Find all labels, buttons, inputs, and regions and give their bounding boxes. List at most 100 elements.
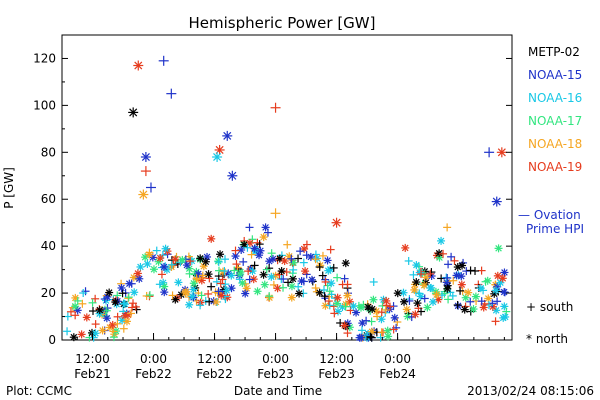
south-point — [296, 247, 305, 256]
north-point — [265, 257, 274, 266]
south-point — [157, 270, 166, 279]
x-tick-date: Feb21 — [74, 367, 111, 381]
south-point — [447, 252, 456, 261]
north-point — [130, 288, 139, 297]
south-point — [140, 166, 151, 177]
legend-noaa-15: NOAA-15 — [528, 68, 582, 82]
north-point — [382, 296, 391, 305]
north-point — [259, 270, 268, 279]
north-marker-legend: * north — [526, 332, 568, 346]
south-point — [367, 333, 376, 342]
south-point — [325, 301, 334, 310]
north-point — [340, 321, 349, 330]
south-point — [444, 260, 453, 269]
north-point — [289, 258, 298, 267]
south-point — [502, 307, 511, 316]
south-point — [318, 251, 327, 260]
south-point — [405, 296, 414, 305]
south-point — [491, 317, 500, 326]
south-point — [230, 266, 239, 275]
south-point — [201, 296, 210, 305]
north-point — [496, 147, 507, 158]
south-point — [186, 257, 195, 266]
north-point — [133, 60, 144, 71]
south-point — [493, 297, 502, 306]
north-point — [216, 250, 225, 259]
north-point — [260, 280, 269, 289]
north-point — [222, 130, 233, 141]
south-point — [444, 295, 453, 304]
north-point — [432, 290, 441, 299]
x-tick-time: 12:00 — [319, 352, 354, 366]
south-point — [145, 291, 154, 300]
north-point — [136, 262, 145, 271]
north-point — [178, 255, 187, 264]
north-point — [145, 250, 154, 259]
north-point — [98, 326, 107, 335]
north-point — [364, 303, 373, 312]
north-point — [287, 282, 296, 291]
north-point — [214, 144, 225, 155]
south-point — [449, 276, 458, 285]
south-point — [389, 325, 398, 334]
north-point — [412, 261, 421, 270]
south-point — [381, 305, 390, 314]
north-point — [345, 297, 354, 306]
north-point — [369, 295, 378, 304]
north-point — [138, 189, 149, 200]
south-point — [466, 266, 475, 275]
south-point — [267, 249, 276, 258]
south-point — [366, 332, 375, 341]
north-point — [426, 284, 435, 293]
north-point — [256, 246, 265, 255]
north-point — [108, 320, 117, 329]
x-axis-label: Date and Time — [234, 384, 322, 398]
south-point — [205, 297, 214, 306]
south-point — [124, 293, 133, 302]
south-point — [158, 55, 169, 66]
south-point — [417, 270, 426, 279]
south-point — [196, 301, 205, 310]
north-point — [357, 303, 366, 312]
north-point — [401, 243, 410, 252]
south-point — [263, 228, 272, 237]
south-point — [289, 265, 298, 274]
north-point — [460, 305, 469, 314]
south-point — [326, 245, 335, 254]
north-point — [160, 288, 169, 297]
south-point — [369, 277, 378, 286]
south-point — [319, 285, 328, 294]
south-point — [231, 246, 240, 255]
north-point — [423, 303, 432, 312]
south-point — [129, 299, 138, 308]
south-point — [377, 308, 386, 317]
north-point — [301, 267, 310, 276]
south-point — [373, 312, 382, 321]
north-point — [182, 261, 191, 270]
south-point — [329, 263, 338, 272]
north-point — [452, 271, 461, 280]
south-point — [239, 257, 248, 266]
south-point — [269, 280, 278, 289]
north-point — [185, 300, 194, 309]
north-point — [237, 245, 246, 254]
north-point — [483, 276, 492, 285]
south-point — [443, 223, 452, 232]
south-point — [294, 282, 303, 291]
south-point — [91, 294, 100, 303]
south-point — [302, 240, 311, 249]
north-point — [410, 285, 419, 294]
south-point — [282, 268, 291, 277]
north-point — [453, 263, 462, 272]
south-point — [362, 316, 371, 325]
north-point — [253, 287, 262, 296]
south-point — [302, 270, 311, 279]
legend-noaa-16: NOAA-16 — [528, 91, 582, 105]
y-axis-label: P [GW] — [2, 167, 16, 209]
north-point — [141, 253, 150, 262]
north-point — [500, 302, 509, 311]
north-point — [327, 279, 336, 288]
north-point — [242, 284, 251, 293]
north-point — [95, 306, 104, 315]
